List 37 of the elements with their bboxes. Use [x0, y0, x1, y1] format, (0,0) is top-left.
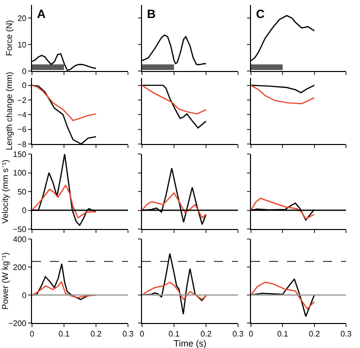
- y-tick-label: 20: [17, 14, 27, 23]
- x-tick-label: 0.2: [90, 330, 102, 339]
- x-tick-label: 0: [248, 330, 254, 339]
- chart-title: C: [256, 7, 265, 21]
- x-axis-title: Time (s): [174, 338, 206, 348]
- x-tick-label: 0: [140, 330, 145, 339]
- x-tick-label: 0.1: [58, 330, 70, 339]
- y-tick-label: 0: [22, 66, 27, 76]
- x-tick-label: 0.1: [168, 330, 180, 339]
- chart-title: B: [147, 7, 156, 21]
- y-tick-label: −6: [17, 125, 27, 134]
- x-tick-label: 0.2: [200, 330, 212, 339]
- y-tick-label: 0: [22, 290, 27, 300]
- y-tick-label: 0: [22, 206, 27, 216]
- y-axis-title: Velocity (mm s⁻¹): [0, 159, 10, 224]
- y-tick-label: 200: [13, 262, 27, 272]
- y-tick-label: 150: [13, 150, 27, 159]
- y-tick-label: −200: [8, 318, 27, 328]
- y-tick-label: 400: [13, 234, 27, 244]
- x-tick-label: 0.1: [277, 330, 289, 339]
- y-axis-title: Power (W kg⁻¹): [0, 252, 10, 310]
- y-tick-label: 50: [17, 187, 27, 196]
- x-tick-label: 0.2: [308, 330, 320, 339]
- y-tick-label: 100: [13, 168, 27, 178]
- x-tick-label: 0.3: [122, 330, 134, 339]
- y-axis-title: Length change (mm): [4, 72, 14, 150]
- y-tick-label: −50: [12, 224, 27, 234]
- y-tick-label: −2: [17, 96, 27, 105]
- chart-title: A: [37, 7, 46, 21]
- x-tick-label: 0.3: [232, 330, 244, 339]
- x-tick-label: 0.3: [340, 330, 352, 339]
- y-tick-label: 10: [17, 40, 27, 50]
- y-axis-title: Force (N): [4, 20, 14, 56]
- y-tick-label: 0: [22, 81, 27, 90]
- x-tick-label: 0: [30, 330, 35, 339]
- y-tick-label: −8: [17, 140, 27, 149]
- y-tick-label: −4: [17, 110, 27, 120]
